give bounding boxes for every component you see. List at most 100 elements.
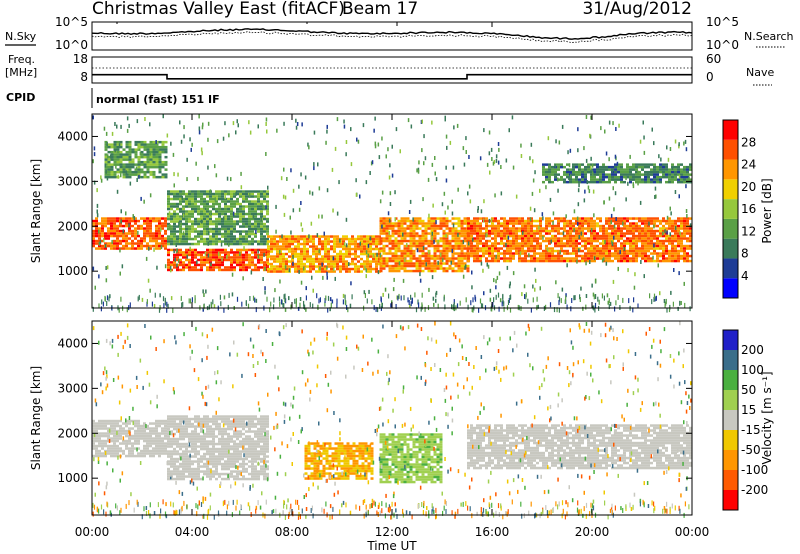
heatmap-cell [650,219,653,223]
heatmap-cell [533,237,536,240]
scatter-echo [449,140,452,145]
heatmap-cell [605,244,608,248]
heatmap-cell [512,239,515,243]
heatmap-cell [200,235,203,238]
heatmap-cell [599,219,602,223]
heatmap-cell [686,244,689,248]
heatmap-cell [406,232,410,235]
scatter-echo [289,215,291,220]
heatmap-cell [542,168,545,171]
heatmap-cell [467,234,470,238]
heatmap-cell [92,439,95,443]
heatmap-cell [671,224,674,228]
heatmap-cell [194,266,197,269]
clutter-echo [508,298,510,303]
heatmap-cell [626,170,629,174]
heatmap-cell [167,195,170,198]
heatmap-cell [596,252,599,255]
scatter-echo [608,196,611,201]
scatter-echo [172,152,175,157]
heatmap-cell [155,219,158,223]
scatter-echo [555,280,557,285]
heatmap-cell [179,195,182,198]
heatmap-cell [473,257,476,260]
nsearch-label: N.Search [744,30,794,43]
scatter-echo [276,128,278,133]
heatmap-cell [403,227,407,230]
scatter-echo [433,239,435,244]
heatmap-cell [191,230,194,233]
heatmap-cell [194,256,197,259]
heatmap-cell [167,261,170,264]
heatmap-cell [119,234,122,238]
cpid-text: normal (fast) 151 IF [96,93,220,106]
scatter-echo [283,212,286,217]
heatmap-cell [521,217,524,220]
heatmap-cell [267,240,270,243]
heatmap-cell [593,247,596,250]
scatter-echo [482,218,485,223]
heatmap-cell [677,239,680,243]
scatter-echo [480,261,483,266]
heatmap-cell [382,222,386,225]
heatmap-cell [388,257,392,260]
heatmap-cell [170,248,173,252]
heatmap-cell [527,234,530,238]
heatmap-cell [92,222,95,225]
heatmap-cell [182,253,185,257]
heatmap-cell [260,220,263,223]
heatmap-cell [650,163,653,166]
heatmap-cell [327,255,330,258]
heatmap-cell [412,217,416,220]
heatmap-cell [257,268,260,272]
scatter-echo [136,178,138,182]
heatmap-cell [230,205,233,208]
heatmap-cell [554,237,557,240]
heatmap-cell [137,170,141,174]
heatmap-cell [457,257,461,260]
heatmap-cell [230,192,233,196]
heatmap-cell [245,190,248,193]
scatter-echo [507,235,510,240]
heatmap-cell [294,247,297,251]
heatmap-cell [354,250,357,253]
heatmap-cell [345,270,348,273]
heatmap-cell [330,260,333,263]
heatmap-cell [155,232,158,235]
heatmap-cell [212,192,215,196]
heatmap-cell [473,222,476,225]
heatmap-cell [391,267,395,270]
heatmap-cell [662,254,665,258]
scatter-echo [282,194,285,199]
scatter-echo [606,293,609,298]
heatmap-cell [107,432,110,435]
heatmap-cell [611,178,614,181]
heatmap-cell [203,215,206,218]
heatmap-cell [485,257,488,260]
heatmap-cell [379,217,383,220]
scatter-echo [381,136,383,141]
heatmap-cell [659,254,662,258]
clutter-echo [104,295,106,301]
scatter-echo [435,290,438,295]
heatmap-cell [215,220,218,223]
scatter-echo [348,262,350,267]
nsearch-line [91,31,693,44]
heatmap-cell [155,175,159,179]
heatmap-cell [605,259,608,263]
heatmap-cell [224,268,227,272]
heatmap-cell [215,256,218,259]
heatmap-cell [463,252,467,255]
heatmap-cell [263,251,266,254]
heatmap-cell [587,163,590,166]
heatmap-cell [578,254,581,258]
heatmap-cell [125,234,128,238]
heatmap-cell [158,175,162,179]
heatmap-cell [191,253,194,257]
heatmap-cell [581,168,584,171]
clutter-echo [303,300,305,306]
heatmap-cell [427,269,431,273]
heatmap-cell [239,205,242,208]
scatter-echo [394,190,396,195]
heatmap-cell [608,180,611,184]
